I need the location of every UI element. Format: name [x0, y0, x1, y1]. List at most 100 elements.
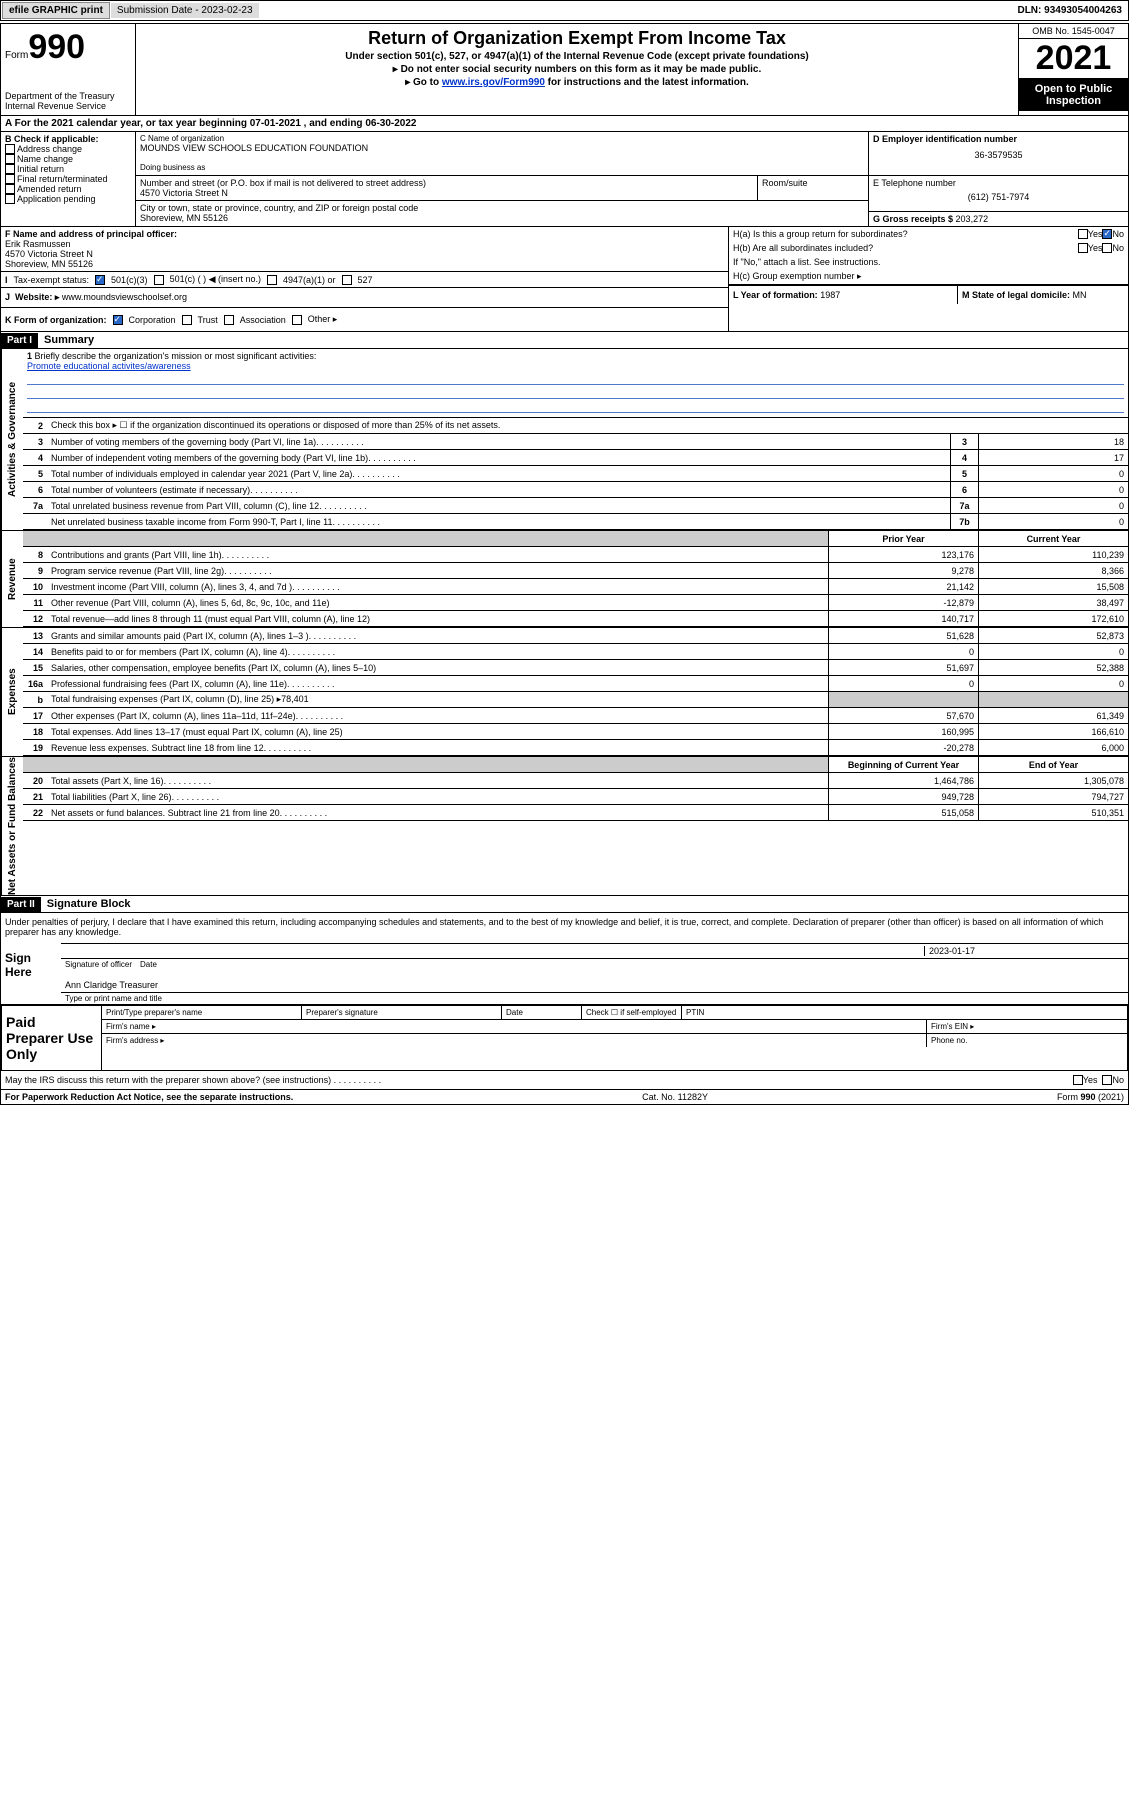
row-j-website: J Website: ▸ www.moundsviewschoolsef.org: [1, 288, 728, 308]
chk-corporation[interactable]: [113, 315, 123, 325]
line-9: 9Program service revenue (Part VIII, lin…: [23, 563, 1128, 579]
top-toolbar: efile GRAPHIC print Submission Date - 20…: [0, 0, 1129, 21]
chk-527[interactable]: [342, 275, 352, 285]
line-17: 17Other expenses (Part IX, column (A), l…: [23, 708, 1128, 724]
line-16a: 16aProfessional fundraising fees (Part I…: [23, 676, 1128, 692]
col-l-year: L Year of formation: 1987: [729, 286, 958, 304]
row-a-tax-year: A For the 2021 calendar year, or tax yea…: [1, 116, 1128, 132]
dept-treasury: Department of the Treasury Internal Reve…: [5, 91, 131, 111]
ein-value: 36-3579535: [873, 150, 1124, 160]
street-address: 4570 Victoria Street N: [140, 188, 753, 198]
line-15: 15Salaries, other compensation, employee…: [23, 660, 1128, 676]
chk-final-return[interactable]: Final return/terminated: [5, 174, 131, 184]
section-bcde: B Check if applicable: Address change Na…: [1, 132, 1128, 227]
officer-name-title: Ann Claridge Treasurer: [65, 980, 158, 990]
form-990: Form990 Department of the Treasury Inter…: [0, 23, 1129, 1105]
chk-501c3[interactable]: [95, 275, 105, 285]
vtab-expenses: Expenses: [1, 628, 23, 756]
row-f: F Name and address of principal officer:…: [1, 227, 728, 272]
org-name: MOUNDS VIEW SCHOOLS EDUCATION FOUNDATION: [140, 143, 864, 153]
subtitle-3: ▸ Go to www.irs.gov/Form990 for instruct…: [142, 77, 1012, 88]
efile-print-button[interactable]: efile GRAPHIC print: [2, 2, 110, 19]
mission-text[interactable]: Promote educational activites/awareness: [27, 361, 191, 371]
penalty-statement: Under penalties of perjury, I declare th…: [1, 913, 1128, 941]
box-g-receipts: G Gross receipts $ 203,272: [869, 212, 1128, 226]
part1-header: Part I Summary: [1, 332, 1128, 349]
line-10: 10Investment income (Part VIII, column (…: [23, 579, 1128, 595]
line-21: 21Total liabilities (Part X, line 26)949…: [23, 789, 1128, 805]
line-2: 2Check this box ▸ ☐ if the organization …: [23, 418, 1128, 434]
chk-ha-no[interactable]: [1102, 229, 1112, 239]
row-i-tax-status: ITax-exempt status: 501(c)(3) 501(c) ( )…: [1, 272, 728, 288]
submission-date: Submission Date - 2023-02-23: [111, 3, 259, 18]
vtab-net-assets: Net Assets or Fund Balances: [1, 757, 23, 895]
box-e-phone: E Telephone number (612) 751-7974: [869, 176, 1128, 212]
line-7b: Net unrelated business taxable income fr…: [23, 514, 1128, 530]
line-8: 8Contributions and grants (Part VIII, li…: [23, 547, 1128, 563]
box-city: City or town, state or province, country…: [136, 201, 868, 225]
line-12: 12Total revenue—add lines 8 through 11 (…: [23, 611, 1128, 627]
sig-date: 2023-01-17: [924, 946, 1124, 956]
paid-preparer-table: Paid Preparer Use Only Print/Type prepar…: [1, 1005, 1128, 1071]
chk-association[interactable]: [224, 315, 234, 325]
line-1-mission: 1 Briefly describe the organization's mi…: [23, 349, 1128, 418]
chk-trust[interactable]: [182, 315, 192, 325]
dln-label: DLN: 93493054004263: [1011, 3, 1128, 18]
box-c-name: C Name of organization MOUNDS VIEW SCHOO…: [136, 132, 868, 176]
revenue-header: Prior YearCurrent Year: [23, 531, 1128, 547]
chk-discuss-no[interactable]: [1102, 1075, 1112, 1085]
chk-other[interactable]: [292, 315, 302, 325]
form-word: Form: [5, 50, 28, 61]
chk-name-change[interactable]: Name change: [5, 154, 131, 164]
chk-501c[interactable]: [154, 275, 164, 285]
col-b-checkboxes: B Check if applicable: Address change Na…: [1, 132, 136, 226]
website-url: www.moundsviewschoolsef.org: [62, 292, 187, 302]
gross-receipts: 203,272: [956, 214, 989, 224]
open-to-public: Open to Public Inspection: [1019, 79, 1128, 111]
line-7a: 7aTotal unrelated business revenue from …: [23, 498, 1128, 514]
line-22: 22Net assets or fund balances. Subtract …: [23, 805, 1128, 821]
omb-number: OMB No. 1545-0047: [1019, 24, 1128, 39]
phone-value: (612) 751-7974: [873, 192, 1124, 202]
section-revenue: Revenue Prior YearCurrent Year 8Contribu…: [1, 531, 1128, 628]
section-f-through-k: F Name and address of principal officer:…: [1, 227, 1128, 332]
line-3: 3Number of voting members of the governi…: [23, 434, 1128, 450]
footer-row: For Paperwork Reduction Act Notice, see …: [1, 1089, 1128, 1104]
line-6: 6Total number of volunteers (estimate if…: [23, 482, 1128, 498]
chk-ha-yes[interactable]: [1078, 229, 1088, 239]
chk-hb-no[interactable]: [1102, 243, 1112, 253]
section-net-assets: Net Assets or Fund Balances Beginning of…: [1, 757, 1128, 896]
subtitle-2: ▸ Do not enter social security numbers o…: [142, 64, 1012, 75]
col-m-state: M State of legal domicile: MN: [958, 286, 1128, 304]
vtab-revenue: Revenue: [1, 531, 23, 627]
row-k-form-org: K Form of organization: Corporation Trus…: [1, 308, 728, 331]
col-h: H(a) Is this a group return for subordin…: [728, 227, 1128, 331]
chk-hb-yes[interactable]: [1078, 243, 1088, 253]
form-header: Form990 Department of the Treasury Inter…: [1, 24, 1128, 116]
form-number: 990: [28, 28, 85, 66]
form-label-footer: Form 990 (2021): [1057, 1092, 1124, 1102]
line-20: 20Total assets (Part X, line 16)1,464,78…: [23, 773, 1128, 789]
line-18: 18Total expenses. Add lines 13–17 (must …: [23, 724, 1128, 740]
line-14: 14Benefits paid to or for members (Part …: [23, 644, 1128, 660]
city-state-zip: Shoreview, MN 55126: [140, 213, 864, 223]
box-room: Room/suite: [758, 176, 868, 200]
tax-year: 2021: [1019, 39, 1128, 79]
box-address: Number and street (or P.O. box if mail i…: [136, 176, 758, 200]
chk-address-change[interactable]: Address change: [5, 144, 131, 154]
subtitle-1: Under section 501(c), 527, or 4947(a)(1)…: [142, 51, 1012, 62]
box-d-ein: D Employer identification number 36-3579…: [869, 132, 1128, 176]
discuss-row: May the IRS discuss this return with the…: [1, 1071, 1128, 1089]
officer-name: Erik Rasmussen: [5, 239, 724, 249]
section-governance: Activities & Governance 1 Briefly descri…: [1, 349, 1128, 531]
chk-app-pending[interactable]: Application pending: [5, 194, 131, 204]
vtab-governance: Activities & Governance: [1, 349, 23, 530]
section-expenses: Expenses 13Grants and similar amounts pa…: [1, 628, 1128, 757]
form-title: Return of Organization Exempt From Incom…: [142, 28, 1012, 49]
chk-initial-return[interactable]: Initial return: [5, 164, 131, 174]
irs-link[interactable]: www.irs.gov/Form990: [442, 77, 545, 88]
chk-amended[interactable]: Amended return: [5, 184, 131, 194]
chk-discuss-yes[interactable]: [1073, 1075, 1083, 1085]
chk-4947[interactable]: [267, 275, 277, 285]
line-5: 5Total number of individuals employed in…: [23, 466, 1128, 482]
